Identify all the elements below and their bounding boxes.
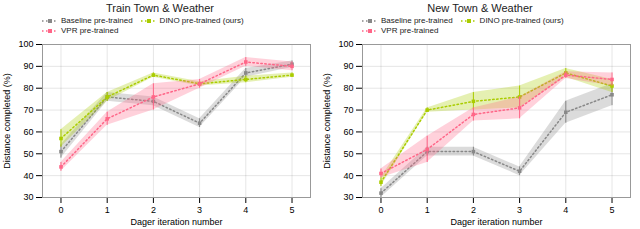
svg-text:Distance completed (%): Distance completed (%) xyxy=(2,73,12,169)
html-text:VPR pre-trained: VPR pre-trained xyxy=(61,26,119,35)
svg-text:80: 80 xyxy=(23,83,33,93)
svg-text:3: 3 xyxy=(517,205,522,215)
svg-text:40: 40 xyxy=(343,171,353,181)
svg-text:90: 90 xyxy=(343,61,353,71)
svg-text:0: 0 xyxy=(378,205,383,215)
svg-text:4: 4 xyxy=(243,205,248,215)
svg-text:Dager iteration number: Dager iteration number xyxy=(450,217,542,227)
svg-text:3: 3 xyxy=(197,205,202,215)
svg-text:40: 40 xyxy=(23,171,33,181)
svg-text:2: 2 xyxy=(151,205,156,215)
html-text:DINO pre-trained (ours): DINO pre-trained (ours) xyxy=(159,16,244,25)
svg-text:30: 30 xyxy=(343,192,353,202)
svg-text:30: 30 xyxy=(23,192,33,202)
html-text:Baseline pre-trained: Baseline pre-trained xyxy=(381,16,453,25)
html-text:Train Town & Weather: Train Town & Weather xyxy=(106,2,214,14)
svg-text:60: 60 xyxy=(23,127,33,137)
svg-text:4: 4 xyxy=(563,205,568,215)
svg-text:0: 0 xyxy=(58,205,63,215)
svg-text:100: 100 xyxy=(338,39,353,49)
svg-text:80: 80 xyxy=(343,83,353,93)
svg-text:100: 100 xyxy=(18,39,33,49)
svg-text:Distance completed (%): Distance completed (%) xyxy=(322,73,332,169)
svg-text:50: 50 xyxy=(23,149,33,159)
html-text:New Town & Weather: New Town & Weather xyxy=(427,2,533,14)
svg-text:1: 1 xyxy=(105,205,110,215)
svg-text:50: 50 xyxy=(343,149,353,159)
svg-text:5: 5 xyxy=(610,205,615,215)
svg-text:2: 2 xyxy=(471,205,476,215)
svg-text:70: 70 xyxy=(23,105,33,115)
html-text:VPR pre-trained: VPR pre-trained xyxy=(381,26,439,35)
svg-text:5: 5 xyxy=(290,205,295,215)
svg-text:60: 60 xyxy=(343,127,353,137)
html-text:Baseline pre-trained: Baseline pre-trained xyxy=(61,16,133,25)
svg-text:90: 90 xyxy=(23,61,33,71)
svg-text:70: 70 xyxy=(343,105,353,115)
svg-text:1: 1 xyxy=(425,205,430,215)
html-text:DINO pre-trained (ours): DINO pre-trained (ours) xyxy=(479,16,564,25)
svg-text:Dager iteration number: Dager iteration number xyxy=(130,217,222,227)
